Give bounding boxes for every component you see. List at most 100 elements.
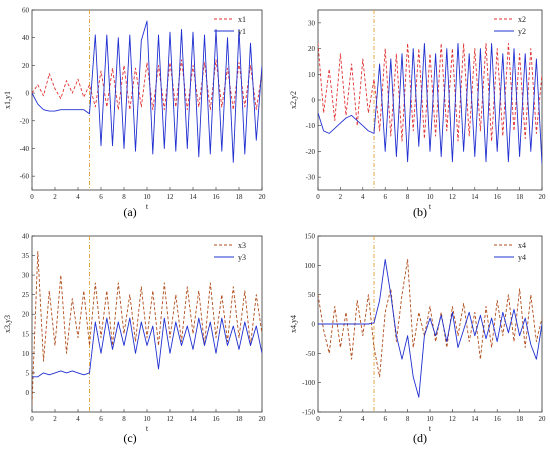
y-tick-label: 40 — [22, 34, 30, 42]
y-tick-label: 15 — [22, 330, 30, 338]
x-tick-label: 14 — [471, 415, 479, 423]
x-tick-label: 12 — [449, 193, 457, 201]
x-tick-label: 2 — [53, 415, 57, 423]
series-line-y4 — [318, 259, 542, 398]
x-tick-label: 20 — [539, 193, 547, 201]
y-tick-label: -20 — [20, 117, 30, 125]
y-tick-label: -30 — [306, 174, 316, 182]
legend-label-y3: y3 — [238, 253, 246, 262]
x-tick-label: 2 — [339, 193, 343, 201]
chart-panel-b: 0 2 4 6 8 10 12 14 16 18 20 -30 -20 -10 0 10 20 30 t x2,y2 x… — [289, 9, 547, 219]
y-tick-label: -10 — [306, 122, 316, 130]
x-axis-label: t — [429, 202, 432, 211]
x-tick-label: 0 — [30, 193, 34, 201]
x-axis-label: t — [146, 424, 149, 433]
x-tick-label: 8 — [122, 415, 126, 423]
legend-label-y2: y2 — [518, 27, 526, 36]
y-tick-label: 0 — [312, 97, 316, 105]
legend-label-x3: x3 — [238, 241, 246, 250]
panel-caption: (d) — [413, 431, 427, 445]
y-tick-label: 0 — [26, 389, 30, 397]
x-tick-label: 6 — [99, 415, 103, 423]
x-tick-label: 4 — [361, 193, 365, 201]
x-tick-label: 10 — [427, 415, 435, 423]
x-tick-label: 12 — [167, 415, 175, 423]
x-tick-label: 0 — [316, 193, 320, 201]
y-tick-label: 25 — [22, 291, 30, 299]
x-tick-label: 8 — [406, 415, 410, 423]
y-tick-label: 0 — [312, 321, 316, 329]
chart-panel-c: 0 2 4 6 8 10 12 14 16 18 20 0 5 10 15 20 25 30 35 40 t x3,y3 x… — [3, 233, 266, 446]
x-tick-label: 18 — [516, 193, 524, 201]
x-tick-label: 16 — [213, 415, 221, 423]
x-tick-label: 16 — [494, 193, 502, 201]
x-tick-label: 10 — [144, 415, 152, 423]
x-axis-label: t — [429, 424, 432, 433]
series-line-y3 — [32, 317, 262, 378]
y-tick-label: -60 — [20, 173, 30, 181]
x-tick-label: 4 — [76, 193, 80, 201]
series-line-x4 — [318, 259, 542, 378]
panel-caption: (a) — [123, 205, 136, 219]
x-tick-label: 14 — [190, 415, 198, 423]
series-line-x1 — [32, 59, 262, 111]
y-tick-label: 20 — [22, 62, 30, 70]
y-tick-label: 0 — [26, 90, 30, 98]
x-tick-label: 2 — [339, 415, 343, 423]
x-tick-label: 10 — [144, 193, 152, 201]
x-tick-label: 20 — [259, 415, 267, 423]
x-tick-label: 20 — [259, 193, 267, 201]
y-tick-label: 20 — [22, 311, 30, 319]
legend-label-y4: y4 — [518, 253, 526, 262]
x-tick-label: 6 — [99, 193, 103, 201]
y-tick-label: -50 — [306, 350, 316, 358]
x-tick-label: 12 — [167, 193, 175, 201]
x-tick-label: 18 — [516, 415, 524, 423]
y-tick-label: 50 — [308, 291, 316, 299]
chart-panel-d: 0 2 4 6 8 10 12 14 16 18 20 -150 -100 -50 0 50 100 150 t x4… — [289, 233, 546, 446]
plot-frame — [317, 9, 543, 191]
panel-caption: (c) — [123, 431, 136, 445]
x-tick-label: 0 — [316, 415, 320, 423]
x-tick-label: 16 — [494, 415, 502, 423]
x-tick-label: 0 — [30, 415, 34, 423]
x-tick-label: 6 — [383, 415, 387, 423]
x-tick-label: 8 — [406, 193, 410, 201]
legend-label-y1: y1 — [238, 27, 246, 36]
legend-label-x4: x4 — [518, 241, 526, 250]
x-tick-label: 16 — [213, 193, 221, 201]
y-tick-label: 100 — [305, 262, 316, 270]
series-line-y2 — [318, 42, 542, 165]
x-tick-label: 14 — [190, 193, 198, 201]
y-tick-label: -40 — [20, 145, 30, 153]
x-tick-label: 2 — [53, 193, 57, 201]
x-tick-label: 10 — [427, 193, 435, 201]
x-tick-label: 4 — [361, 415, 365, 423]
y-axis-label: x3,y3 — [3, 315, 12, 333]
y-tick-label: -20 — [306, 148, 316, 156]
x-tick-label: 8 — [122, 193, 126, 201]
x-tick-label: 20 — [539, 415, 547, 423]
y-tick-label: 10 — [22, 350, 30, 358]
y-tick-label: 20 — [308, 45, 316, 53]
y-tick-label: -100 — [302, 379, 315, 387]
x-tick-label: 4 — [76, 415, 80, 423]
x-tick-label: 14 — [471, 193, 479, 201]
y-axis-label: x1,y1 — [3, 91, 12, 109]
y-tick-label: 10 — [308, 71, 316, 79]
y-tick-label: 60 — [22, 7, 30, 15]
legend-label-x1: x1 — [238, 15, 246, 24]
y-tick-label: -150 — [302, 409, 315, 417]
x-tick-label: 18 — [236, 415, 244, 423]
y-tick-label: 35 — [22, 252, 30, 260]
panel-caption: (b) — [413, 205, 427, 219]
series-line-y1 — [32, 20, 262, 163]
x-tick-label: 12 — [449, 415, 457, 423]
chart-panel-a: 0 2 4 6 8 10 12 14 16 18 20 -60 -40 -20 0 20 40 60 t x1,y1 x… — [3, 7, 266, 220]
series-line-x2 — [318, 42, 542, 142]
y-axis-label: x2,y2 — [289, 91, 298, 109]
y-tick-label: 30 — [308, 19, 316, 27]
y-tick-label: 40 — [22, 233, 30, 241]
y-tick-label: 150 — [305, 233, 316, 241]
